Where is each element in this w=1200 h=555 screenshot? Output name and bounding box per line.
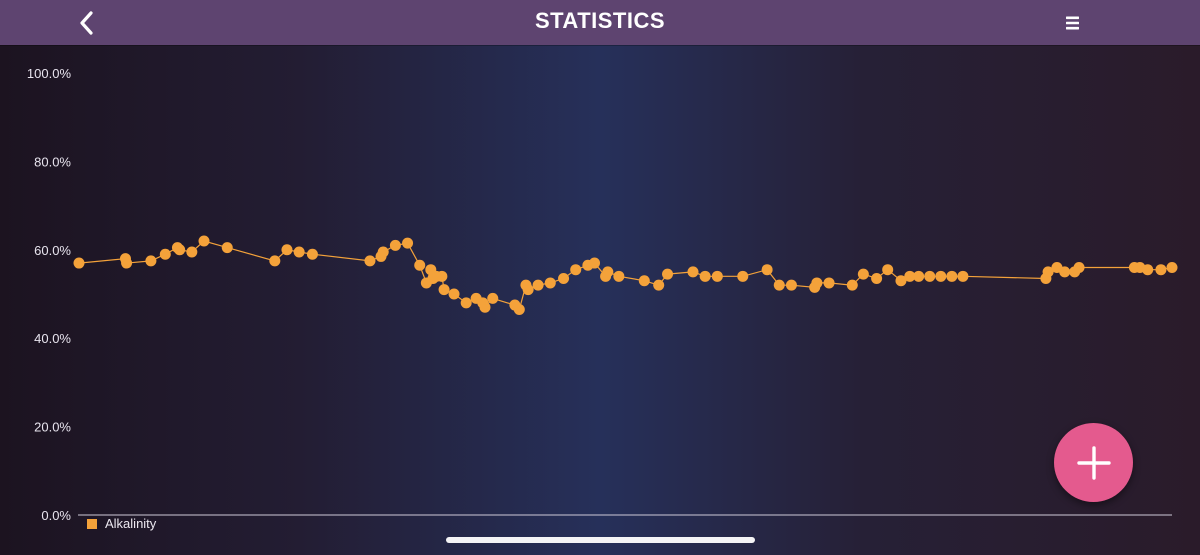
data-point[interactable]: [895, 275, 907, 287]
data-point[interactable]: [699, 270, 711, 282]
add-entry-button[interactable]: [1054, 423, 1133, 502]
data-point[interactable]: [522, 284, 534, 296]
data-point[interactable]: [785, 279, 797, 291]
data-point[interactable]: [957, 270, 969, 282]
data-point[interactable]: [811, 277, 823, 289]
plus-icon: [1076, 445, 1111, 480]
data-point[interactable]: [882, 264, 894, 276]
data-point[interactable]: [913, 270, 925, 282]
y-tick-label: 60.0%: [34, 243, 71, 258]
data-point[interactable]: [438, 284, 450, 296]
data-point[interactable]: [174, 244, 186, 256]
data-point[interactable]: [487, 292, 499, 304]
top-app-bar: STATISTICS: [0, 0, 1200, 45]
data-point[interactable]: [570, 264, 582, 276]
legend-swatch-icon: [87, 518, 97, 529]
y-tick-label: 80.0%: [34, 154, 71, 169]
data-point[interactable]: [377, 246, 389, 258]
data-point[interactable]: [602, 266, 614, 278]
data-point[interactable]: [1042, 266, 1054, 278]
data-point[interactable]: [544, 277, 556, 289]
data-point[interactable]: [1166, 261, 1178, 273]
data-point[interactable]: [73, 257, 85, 269]
data-point[interactable]: [662, 268, 674, 280]
data-point[interactable]: [924, 270, 936, 282]
data-point[interactable]: [846, 279, 858, 291]
page-title: STATISTICS: [534, 8, 666, 33]
data-point[interactable]: [293, 246, 305, 258]
data-point[interactable]: [904, 270, 916, 282]
back-button[interactable]: [70, 6, 104, 40]
chevron-left-icon: [80, 11, 93, 35]
data-point[interactable]: [269, 255, 281, 267]
data-point[interactable]: [687, 266, 699, 278]
data-point[interactable]: [589, 257, 601, 269]
data-point[interactable]: [1142, 264, 1154, 276]
menu-button[interactable]: [1058, 8, 1088, 38]
data-point[interactable]: [145, 255, 157, 267]
home-indicator: [446, 537, 755, 543]
data-point[interactable]: [857, 268, 869, 280]
data-point[interactable]: [389, 239, 401, 251]
menu-icon: [1066, 16, 1079, 30]
data-point[interactable]: [513, 303, 525, 315]
data-point[interactable]: [1059, 266, 1071, 278]
data-point[interactable]: [436, 270, 448, 282]
data-point[interactable]: [946, 270, 958, 282]
y-tick-label: 20.0%: [34, 420, 71, 435]
data-point[interactable]: [773, 279, 785, 291]
data-point[interactable]: [761, 264, 773, 276]
data-point[interactable]: [159, 248, 171, 260]
data-points: [73, 235, 1178, 315]
data-point[interactable]: [737, 270, 749, 282]
y-tick-label: 0.0%: [41, 508, 71, 523]
data-point[interactable]: [448, 288, 460, 300]
data-point[interactable]: [460, 297, 472, 309]
y-tick-label: 40.0%: [34, 331, 71, 346]
data-point[interactable]: [364, 255, 376, 267]
data-point[interactable]: [221, 242, 233, 254]
data-point[interactable]: [281, 244, 293, 256]
data-point[interactable]: [871, 273, 883, 285]
data-point[interactable]: [198, 235, 210, 247]
alkalinity-line-chart: 0.0% 20.0% 40.0% 60.0% 80.0% 100.0%: [27, 66, 1178, 523]
chart-legend: Alkalinity: [87, 516, 156, 531]
legend-label: Alkalinity: [105, 516, 157, 531]
data-point[interactable]: [121, 257, 133, 269]
data-point[interactable]: [638, 275, 650, 287]
y-axis-labels: 0.0% 20.0% 40.0% 60.0% 80.0% 100.0%: [27, 66, 72, 523]
data-point[interactable]: [653, 279, 665, 291]
data-point[interactable]: [402, 237, 414, 249]
data-point[interactable]: [613, 270, 625, 282]
data-point[interactable]: [532, 279, 544, 291]
data-point[interactable]: [479, 301, 491, 313]
data-point[interactable]: [935, 270, 947, 282]
data-point[interactable]: [558, 273, 570, 285]
data-point[interactable]: [186, 246, 198, 258]
data-point[interactable]: [1073, 261, 1085, 273]
data-point[interactable]: [1155, 264, 1167, 276]
data-point[interactable]: [711, 270, 723, 282]
y-tick-label: 100.0%: [27, 66, 72, 81]
data-point[interactable]: [414, 259, 426, 271]
data-point[interactable]: [823, 277, 835, 289]
series-line-alkalinity: [78, 240, 1173, 311]
data-point[interactable]: [306, 248, 318, 260]
